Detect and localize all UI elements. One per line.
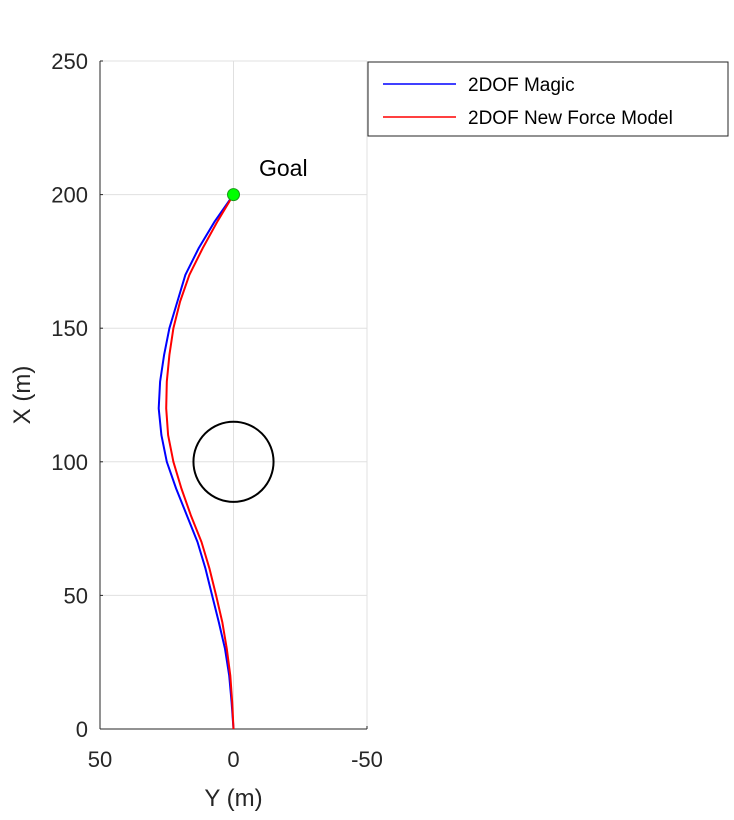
series-line-1: [165, 194, 235, 730]
y-tick-label: 150: [51, 316, 88, 341]
goal-label: Goal: [259, 155, 308, 181]
x-axis-label: Y (m): [204, 785, 262, 812]
series-line-0: [157, 194, 235, 730]
y-tick-label: 100: [51, 450, 88, 475]
legend-label-magic: 2DOF Magic: [468, 75, 575, 96]
goal-marker: [227, 188, 240, 202]
x-tick-label: -50: [351, 747, 383, 772]
series-lines: [157, 188, 240, 730]
annotations: [192, 420, 275, 503]
x-tick-label: 50: [88, 747, 112, 772]
y-tick-label: 250: [51, 49, 88, 74]
y-tick-label: 0: [76, 717, 88, 742]
x-tick-label: 0: [227, 747, 239, 772]
obstacle-circle: [192, 420, 275, 503]
legend-box: [367, 61, 729, 137]
y-tick-label: 50: [64, 583, 88, 608]
legend-label-new-force-model: 2DOF New Force Model: [468, 108, 673, 129]
y-tick-label: 200: [51, 183, 88, 208]
y-axis-label: X (m): [9, 366, 36, 425]
legend: 2DOF Magic 2DOF New Force Model: [367, 61, 729, 137]
